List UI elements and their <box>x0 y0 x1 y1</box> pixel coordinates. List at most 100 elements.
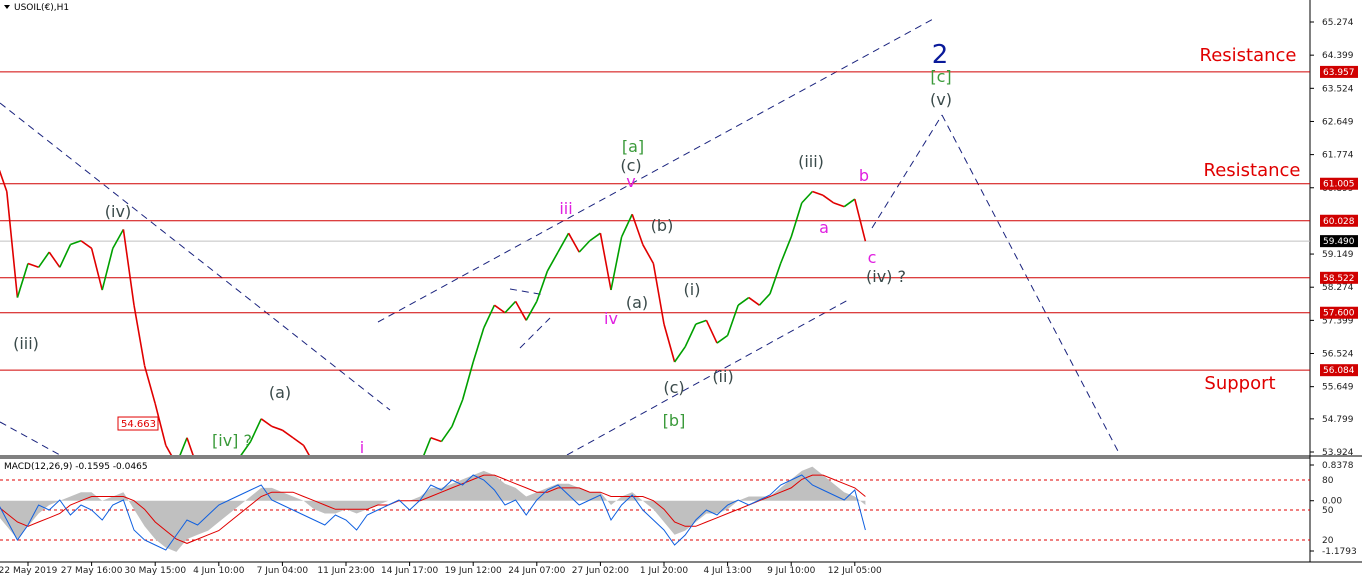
wave-label: (c) <box>620 156 641 175</box>
price-segment <box>822 194 835 204</box>
price-segment <box>663 323 676 363</box>
wave-label: c <box>868 248 877 267</box>
y-tick-label: 0.00 <box>1322 497 1342 507</box>
price-segment <box>801 190 813 204</box>
chart-title: USOIL(€),H1 <box>14 3 69 13</box>
wave-label: (i) <box>684 280 701 299</box>
price-segment <box>737 296 750 306</box>
price-segment <box>493 304 506 314</box>
y-tick-label: 61.774 <box>1322 151 1354 161</box>
macd-pane <box>0 466 1310 552</box>
price-segment <box>461 361 474 401</box>
price-segment <box>260 418 273 428</box>
level-tag <box>1320 271 1358 284</box>
price-segment <box>271 425 283 431</box>
price-segment <box>59 244 72 268</box>
wave-label: [c] <box>930 67 951 86</box>
wave-label: (a) <box>626 293 648 312</box>
price-tag-box <box>117 416 159 431</box>
wave-label: (c) <box>663 378 684 397</box>
price-segment <box>292 437 305 446</box>
wave-label: (v) <box>930 90 952 109</box>
price-segment <box>80 240 93 249</box>
price-segment <box>631 213 644 245</box>
y-tick-label: 62.649 <box>1322 117 1354 127</box>
wave-label: (iv) <box>105 202 131 221</box>
y-tick-label: 54.799 <box>1322 415 1354 425</box>
price-segment <box>440 425 453 443</box>
price-segment <box>179 437 188 455</box>
level-tag <box>1320 177 1358 190</box>
y-tick-label: 56.524 <box>1322 350 1354 360</box>
wave-label: (iii) <box>798 152 824 171</box>
x-tick-label: 4 Jul 13:00 <box>703 566 752 576</box>
price-pane: 54.663 <box>0 71 1310 455</box>
price-segment <box>652 263 665 325</box>
price-segment <box>726 304 739 336</box>
menu-arrow <box>4 5 10 9</box>
price-segment <box>843 198 856 208</box>
x-tick-label: 9 Jul 10:00 <box>767 566 816 576</box>
wave-label: v <box>626 172 635 191</box>
wave-label: (b) <box>651 216 674 235</box>
y-tick-label: 57.399 <box>1322 316 1354 326</box>
y-tick-label: -1.1793 <box>1322 547 1357 557</box>
price-segment <box>186 437 194 455</box>
price-segment <box>101 248 114 291</box>
wave-label: (a) <box>269 383 291 402</box>
wave-label: (ii) <box>712 367 733 386</box>
wave-label: a <box>819 218 829 237</box>
y2-tick-label: 20 <box>1322 536 1334 546</box>
price-segment <box>472 327 485 363</box>
price-segment <box>483 304 496 329</box>
price-segment <box>673 346 686 363</box>
price-segment <box>716 334 729 344</box>
price-segment <box>423 437 432 455</box>
level-label: 60.028 <box>1323 217 1355 227</box>
wave-label: iii <box>559 199 572 218</box>
level-tag <box>1320 65 1358 78</box>
price-segment <box>599 233 612 291</box>
price-segment <box>748 296 760 306</box>
level-label: 57.600 <box>1323 309 1355 319</box>
projection <box>941 114 1121 455</box>
level-label: 56.084 <box>1323 366 1355 376</box>
price-segment <box>249 418 262 442</box>
trendline <box>566 299 849 455</box>
price-segment <box>48 251 61 268</box>
price-segment <box>281 429 294 439</box>
price-segment <box>705 319 718 344</box>
trendlines <box>0 17 1121 455</box>
wave-label: (iii) <box>13 334 39 353</box>
wave-label: iv <box>604 309 618 328</box>
price-segment <box>567 232 580 253</box>
x-tick-label: 24 Jun 07:00 <box>508 566 565 576</box>
y2-tick-label: 80 <box>1322 476 1334 486</box>
level-label: 58.522 <box>1323 274 1355 284</box>
y-tick-label: 0.8378 <box>1322 461 1354 471</box>
price-segment <box>122 229 135 306</box>
price-segment <box>302 444 310 455</box>
x-tick-label: 14 Jun 17:00 <box>381 566 438 576</box>
wave-label: b <box>859 166 869 185</box>
price-segment <box>430 437 442 443</box>
price-segment <box>90 248 103 291</box>
price-segment <box>16 263 29 298</box>
price-segment <box>557 232 570 253</box>
wave-label: (iv) ? <box>866 267 906 286</box>
level-label: 63.957 <box>1323 68 1355 78</box>
wave-label: i <box>360 438 364 457</box>
level-tag <box>1320 364 1358 377</box>
level-tag <box>1320 306 1358 319</box>
y-tick-label: 65.274 <box>1322 18 1354 28</box>
current-price-label: 59.490 <box>1323 237 1355 247</box>
price-segment <box>695 319 707 325</box>
price-segment <box>642 244 655 264</box>
trendline <box>377 17 936 323</box>
wave-label: [b] <box>663 411 686 430</box>
price-segment <box>536 270 549 302</box>
y-tick-label: 53.924 <box>1322 448 1354 458</box>
price-segment <box>133 305 146 366</box>
signal-line <box>0 474 866 544</box>
